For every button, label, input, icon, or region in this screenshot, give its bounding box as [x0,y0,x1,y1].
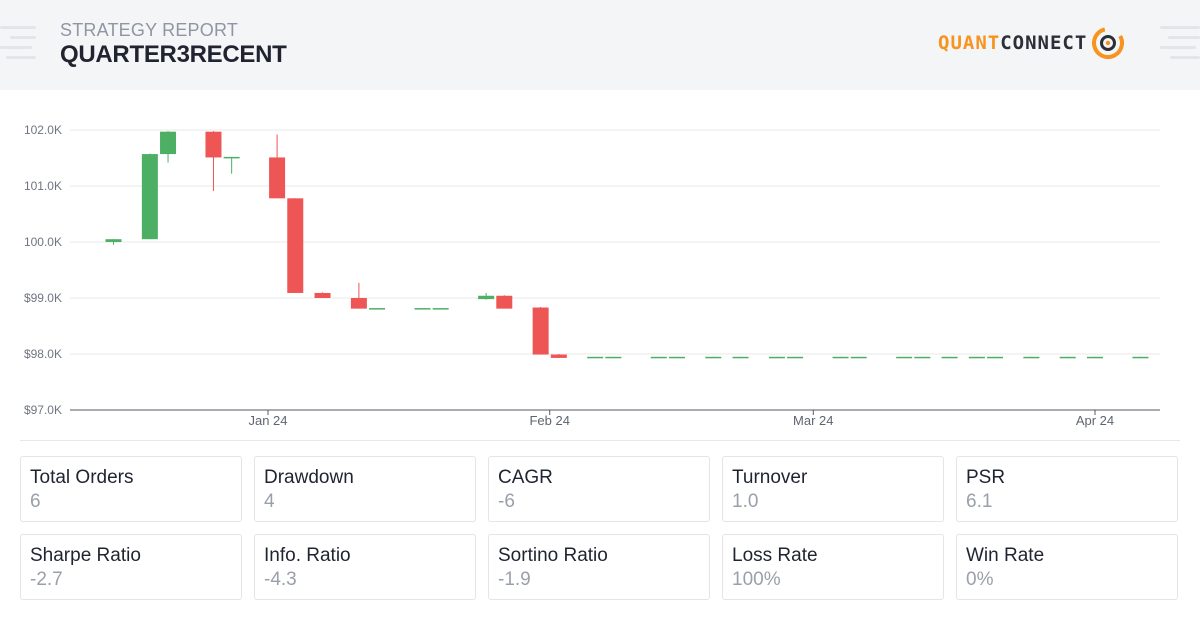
report-header: STRATEGY REPORT QUARTER3RECENT QUANT CON… [0,0,1200,90]
candle-body-up [705,356,722,359]
stat-value: -1.9 [498,569,531,590]
stat-label: Sortino Ratio [498,545,608,566]
stat-value: 6 [30,491,41,512]
stat-label: Loss Rate [732,545,818,566]
stat-label: Turnover [732,467,808,488]
candle-body-up [587,356,604,359]
stat-card: Sortino Ratio -1.9 [488,534,710,600]
stat-label: CAGR [498,467,553,488]
candle-body-up [1059,356,1076,359]
candle-body-up [478,295,495,300]
candle-body-up [1023,356,1040,359]
x-tick-label: Feb 24 [529,413,569,428]
candle-body-up [141,154,158,240]
candle-body-up [1132,356,1149,359]
candle-body-up [105,239,122,242]
stat-card: Loss Rate 100% [722,534,944,600]
equity-candlestick-chart: $97.0K $98.0K $99.0K 100.0K 101.0K 102.0K Jan … [24,123,1160,428]
stat-card: Win Rate 0% [956,534,1178,600]
stat-label: Info. Ratio [264,545,351,566]
candle-body-up [768,356,785,359]
stat-value: 100% [732,569,781,590]
candle-body-down [205,131,222,158]
candle-body-up [732,356,749,359]
y-tick-label: $99.0K [24,291,62,305]
y-tick-label: 102.0K [24,123,62,137]
stat-value: -2.7 [30,569,63,590]
candle-body-up [1087,356,1103,359]
logo-text-quant: QUANT [938,32,1001,54]
y-tick-label: 100.0K [24,235,62,249]
candle-body-up [369,308,386,310]
stat-card: Turnover 1.0 [722,456,944,522]
candle-body-up [650,356,667,359]
y-tick-label: $97.0K [24,403,62,417]
stat-value: 4 [264,491,275,512]
stat-value: 0% [966,569,994,590]
candle-body-up [914,356,931,359]
stat-label: PSR [966,467,1006,488]
candle-body-up [896,356,913,359]
candle-body-up [832,356,849,359]
x-tick-label: Jan 24 [248,413,287,428]
candle-body-up [432,308,449,310]
stat-card: Drawdown 4 [254,456,476,522]
x-tick-label: Apr 24 [1076,413,1114,428]
stat-label: Total Orders [30,467,134,488]
stat-label: Sharpe Ratio [30,545,141,566]
x-tick-label: Mar 24 [793,413,833,428]
header-decoration-left [0,20,40,68]
y-tick-label: $98.0K [24,347,62,361]
quantconnect-logo: QUANT CONNECT [938,23,1125,63]
candle-body-up [850,356,867,359]
candle-body-down [532,307,549,355]
header-decoration-right [1160,20,1200,68]
y-tick-label: 101.0K [24,179,62,193]
stat-value: -6 [498,491,515,512]
stat-card: Info. Ratio -4.3 [254,534,476,600]
candle-body-down [314,292,331,298]
stat-card: Sharpe Ratio -2.7 [20,534,242,600]
candle-body-down [287,198,304,293]
report-subtitle: STRATEGY REPORT [60,20,239,40]
logo-text-connect: CONNECT [1000,32,1088,54]
candle-body-up [987,356,1004,359]
candle-body-down [496,295,513,309]
candle-body-up [668,356,685,359]
candle-body-up [968,356,985,359]
candle-body-down [350,298,367,309]
stat-label: Drawdown [264,467,354,488]
stat-value: 1.0 [732,491,759,512]
stat-label: Win Rate [966,545,1045,566]
section-divider [20,440,1180,441]
candle-body-up [941,356,958,359]
stat-value: 6.1 [966,491,993,512]
stat-card: Total Orders 6 [20,456,242,522]
candle-body-down [269,157,286,199]
candle-body-up [160,131,177,155]
stat-card: CAGR -6 [488,456,710,522]
candle-body-up [605,356,622,359]
stat-value: -4.3 [264,569,297,590]
candle-body-down [550,354,567,358]
stat-card: PSR 6.1 [956,456,1178,522]
candle-body-up [787,356,804,359]
strategy-title: QUARTER3RECENT [60,41,287,68]
candle-body-up [414,308,431,310]
candle-body-up [223,156,240,159]
quantconnect-logo-icon [1092,27,1125,59]
